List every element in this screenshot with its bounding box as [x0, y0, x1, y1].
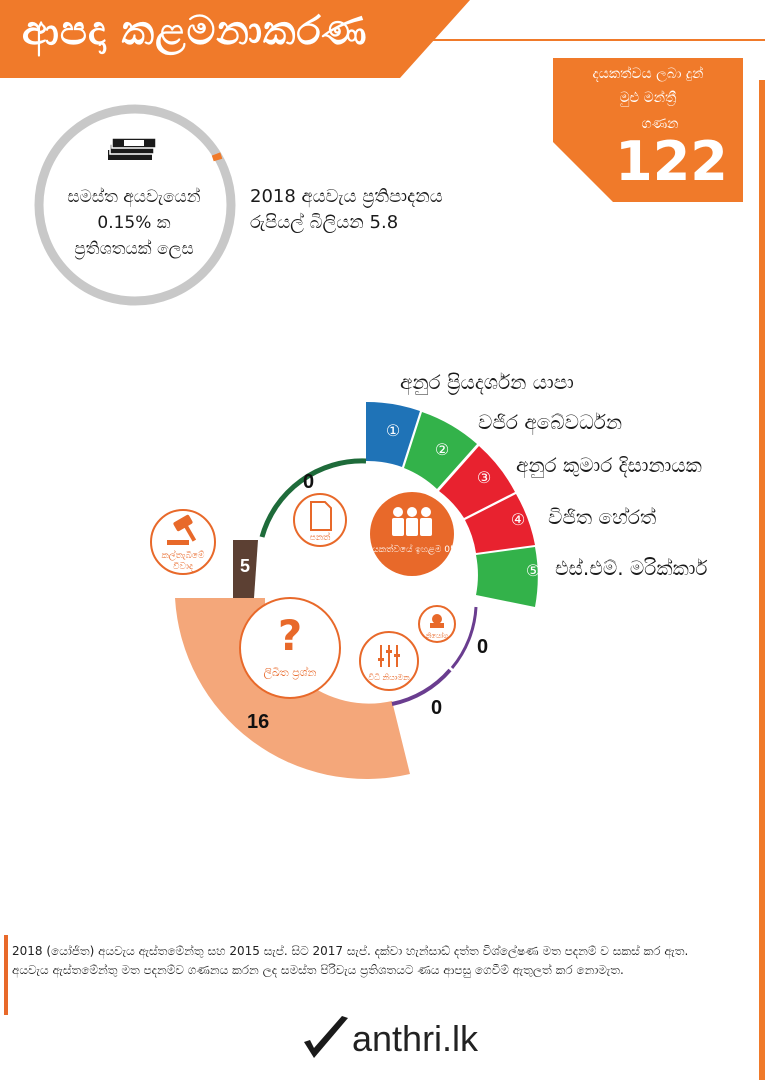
- title-banner: [0, 0, 765, 78]
- mp-segment-2: [404, 412, 477, 489]
- mp-rank-2: ②: [435, 440, 449, 459]
- stamp-icon: [432, 614, 442, 624]
- bills-badge: පනත්: [293, 493, 347, 547]
- mp-count-value: 122: [615, 130, 728, 193]
- footer-note-2: අයවැය ඇස්තමේන්තු මත පදනම්ව ගණනය කරන ලද ස…: [12, 963, 624, 977]
- top-mps-fan: [366, 401, 538, 607]
- bills-arc: [259, 458, 367, 538]
- budget-ring-text-2: 0.15% ක: [97, 213, 171, 233]
- mp-segment-1: [366, 401, 420, 467]
- motions-badge: නියෝග: [418, 605, 456, 643]
- mp-name-5: එස්.එම්. මරික්කාර්: [555, 556, 708, 580]
- mp-count-label-1: දයකත්වය ලබා දුන්: [592, 66, 704, 82]
- logo-text: anthri.lk: [352, 1018, 479, 1059]
- budget-allocation-value: රුපියල් බිලියන 5.8: [250, 212, 399, 233]
- mp-rank-5: ⑤: [526, 561, 540, 580]
- checkmark-icon: [304, 1016, 348, 1058]
- motions-arc: [450, 606, 478, 669]
- written-questions-label: ලිඛිත ප්‍රශ්න: [264, 665, 317, 680]
- footer-notes: 2018 (යෝජිත) අයවැය ඇස්තමේන්තු සහ 2015 සැ…: [12, 942, 747, 980]
- document-icon: [310, 501, 332, 531]
- debates-bar: [233, 540, 258, 598]
- bills-label: පනත්: [310, 532, 331, 543]
- debates-label-1: කල්තැබීමේ: [161, 550, 205, 561]
- mp-rank-3: ③: [477, 468, 491, 487]
- mp-name-3: අනුර කුමාර දිසානායක: [516, 453, 702, 477]
- gavel-icon: [167, 514, 197, 545]
- footer-accent-bar: [4, 935, 8, 1015]
- regulations-badge: විධි නියාමන: [359, 631, 419, 691]
- footer-note-1: 2018 (යෝජිත) අයවැය ඇස්තමේන්තු සහ 2015 සැ…: [12, 944, 689, 958]
- written-questions-badge: ? ලිඛිත ප්‍රශ්න: [239, 597, 341, 699]
- mp-count-label-3: ගණන: [641, 116, 679, 132]
- mp-count-label-2: මුළු මන්ත්‍රී: [619, 90, 677, 106]
- written-questions-count: 16: [247, 711, 269, 733]
- budget-ring-text-1: සමස්ත අයවැයෙන්: [67, 187, 201, 207]
- regulations-count: 0: [431, 697, 442, 719]
- mp-count-box: [553, 58, 743, 202]
- budget-ring-track: [34, 104, 236, 306]
- mp-rank-4: ④: [511, 510, 525, 529]
- mp-rank-1: ①: [386, 421, 400, 440]
- mp-segment-5: [476, 547, 538, 607]
- mp-name-2: වජිර අබේවර්ධන: [478, 410, 623, 434]
- motions-label: නියෝග: [426, 632, 449, 640]
- question-mark-icon: ?: [278, 611, 302, 660]
- mp-segment-4: [465, 494, 535, 553]
- mp-segment-3: [439, 446, 515, 518]
- mp-name-1: අනුර ප්‍රියදර්ශන යාපා: [400, 370, 574, 394]
- regulations-arc: [391, 668, 452, 706]
- activity-diagram: ① ② ③ ④ ⑤ 0 5 16 0 0 දායකත්වයේ ඉහළම 05 ප…: [150, 401, 540, 779]
- right-edge-accent: [759, 80, 765, 1080]
- budget-ring-text-3: ප්‍රතිශතයක් ලෙස: [74, 239, 194, 259]
- budget-ring: [34, 104, 236, 306]
- manthri-logo: [304, 1016, 348, 1058]
- top-contributors-label: දායකත්වයේ ඉහළම 05: [368, 544, 455, 555]
- debates-count: 5: [240, 556, 250, 576]
- motions-count: 0: [477, 636, 488, 658]
- bills-count: 0: [303, 471, 314, 493]
- debates-badge: කල්තැබීමේ විවාද: [150, 509, 216, 575]
- budget-allocation-label: 2018 අයවැය ප්‍රතිපාදනය: [250, 186, 443, 207]
- top-contributors-badge: දායකත්වයේ ඉහළම 05: [368, 492, 456, 576]
- debates-label-2: විවාද: [173, 561, 193, 572]
- regulations-label: විධි නියාමන: [368, 673, 410, 682]
- budget-ring-fill: [211, 152, 223, 162]
- page-title: ආපදා කළමනාකරණ: [22, 8, 368, 54]
- people-icon: [392, 507, 432, 536]
- money-icon: [108, 137, 157, 160]
- mp-name-4: විජිත හේරත්: [548, 505, 657, 529]
